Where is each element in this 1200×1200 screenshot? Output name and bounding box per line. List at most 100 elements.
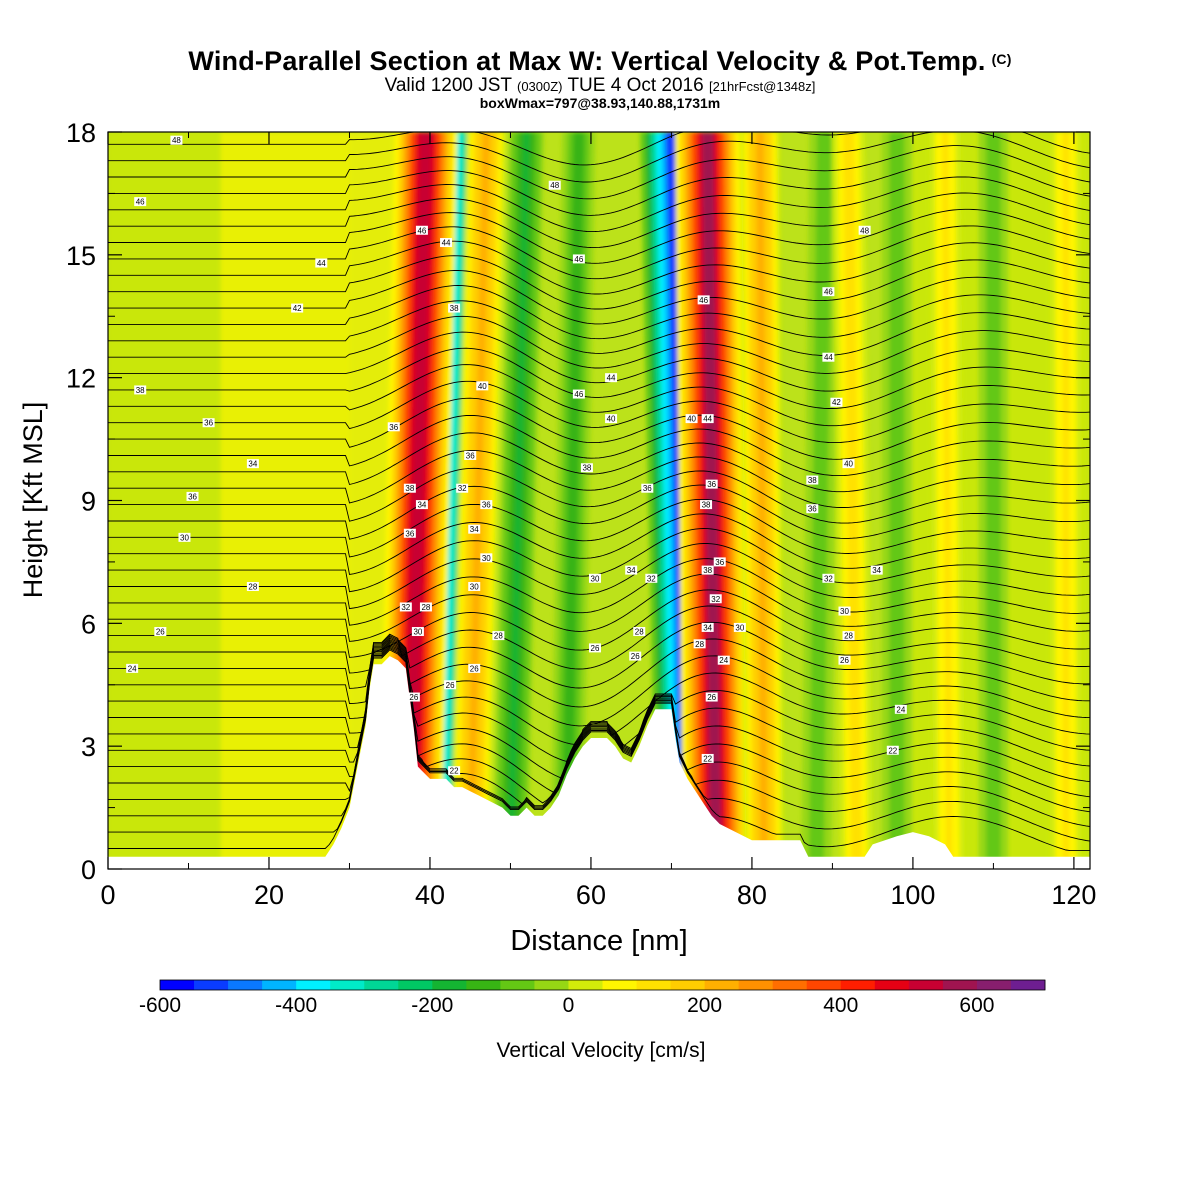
- colorbar: [159, 979, 1046, 991]
- colorbar-tick-label: 0: [563, 994, 575, 1017]
- isentrope-label-bg: [476, 381, 489, 391]
- isentrope-label-bg: [411, 627, 424, 637]
- colorbar-swatch: [466, 980, 501, 990]
- colorbar-swatch: [432, 980, 467, 990]
- colorbar-swatch: [670, 980, 706, 990]
- isentrope-label-bg: [444, 680, 457, 690]
- isentrope-label-bg: [822, 573, 835, 583]
- isentrope-label-bg: [246, 581, 259, 591]
- isentrope-label-bg: [440, 238, 453, 248]
- y-tick-label: 15: [66, 241, 96, 271]
- x-tick-label: 120: [1051, 880, 1096, 910]
- isentrope-label-bg: [134, 197, 147, 207]
- isentrope-label: 28: [844, 632, 853, 641]
- colorbar-swatch: [364, 980, 399, 990]
- colorbar-tick-label: -200: [411, 994, 453, 1017]
- potential-temperature-isentropes: [108, 132, 1090, 852]
- isentrope-label-bg: [700, 500, 713, 510]
- isentrope-label: 36: [482, 501, 491, 510]
- isentrope-line: [108, 300, 1090, 356]
- colorbar-swatch: [228, 980, 263, 990]
- isentrope-line: [108, 132, 1090, 166]
- isentrope-label: 28: [421, 603, 430, 612]
- isentrope-label: 46: [574, 390, 583, 399]
- isentrope-label: 28: [635, 628, 644, 637]
- isentrope-label: 34: [872, 566, 881, 575]
- isentrope-label: 22: [888, 746, 897, 755]
- downdraft-band: [563, 132, 582, 869]
- colorbar-swatch: [500, 980, 535, 990]
- isentrope-label: 36: [643, 484, 652, 493]
- isentrope-label: 28: [494, 632, 503, 641]
- y-axis-label: Height [Kft MSL]: [18, 402, 48, 599]
- isentrope-label-bg: [693, 639, 706, 649]
- isentrope-line: [108, 636, 1090, 708]
- terrain-mask: [108, 656, 1090, 869]
- isentrope-label: 30: [735, 623, 744, 632]
- colorbar-swatch: [330, 980, 365, 990]
- isentrope-label: 32: [401, 603, 410, 612]
- isentrope-line: [108, 380, 1090, 444]
- isentrope-label: 48: [172, 136, 181, 145]
- isentrope-line: [108, 637, 1090, 727]
- isentrope-label: 34: [417, 501, 426, 510]
- isentrope-line: [108, 364, 1090, 427]
- isentrope-label-bg: [733, 622, 746, 632]
- isentrope-labels: 4846444238363436302826244644384036383436…: [126, 135, 907, 776]
- isentrope-label-bg: [894, 704, 907, 714]
- isentrope-line: [108, 432, 1090, 493]
- colorbar-tick-label: 400: [823, 994, 858, 1017]
- isentrope-label: 32: [458, 484, 467, 493]
- updraft-band: [756, 132, 768, 869]
- isentrope-label: 24: [719, 656, 728, 665]
- isentrope-label-bg: [246, 459, 259, 469]
- x-axis-label: Distance [nm]: [510, 925, 687, 957]
- colorbar-swatch: [976, 980, 1012, 990]
- isentrope-line: [108, 331, 1090, 392]
- title-suffix: (C): [991, 51, 1012, 67]
- isentrope-line: [108, 605, 1090, 674]
- isentrope-label-bg: [701, 414, 714, 424]
- isentrope-label: 38: [702, 501, 711, 510]
- downdraft-band: [990, 132, 997, 869]
- y-tick-label: 0: [81, 855, 96, 885]
- isentrope-label: 34: [248, 460, 257, 469]
- isentrope-label: 28: [248, 582, 257, 591]
- colorbar-swatch: [194, 980, 229, 990]
- isentrope-label-bg: [717, 655, 730, 665]
- isentrope-label: 34: [703, 623, 712, 632]
- isentrope-label: 22: [450, 767, 459, 776]
- isentrope-line: [108, 573, 1090, 642]
- isentrope-label: 38: [450, 304, 459, 313]
- isentrope-label-bg: [548, 180, 561, 190]
- colorbar-swatch: [738, 980, 774, 990]
- isentrope-label-bg: [588, 573, 601, 583]
- isentrope-label: 46: [824, 288, 833, 297]
- isentrope-line: [108, 132, 1090, 183]
- isentrope-line: [108, 484, 1090, 540]
- isentrope-label-bg: [387, 422, 400, 432]
- isentrope-line: [108, 649, 1090, 852]
- isentrope-line: [108, 646, 1090, 827]
- colorbar-tick-label: 200: [687, 994, 722, 1017]
- colorbar-swatch: [534, 980, 569, 990]
- isentrope-label-bg: [580, 463, 593, 473]
- isentrope-label-bg: [830, 397, 843, 407]
- isentrope-label: 30: [591, 574, 600, 583]
- colorbar-swatch: [398, 980, 433, 990]
- isentrope-label-bg: [605, 373, 618, 383]
- isentrope-label-bg: [625, 565, 638, 575]
- isentrope-label-bg: [588, 643, 601, 653]
- isentrope-label-bg: [641, 483, 654, 493]
- isentrope-label-bg: [838, 655, 851, 665]
- colorbar-tick-label: 600: [959, 994, 994, 1017]
- y-tick-label: 18: [66, 118, 96, 148]
- isentrope-label-bg: [403, 528, 416, 538]
- isentrope-line: [108, 467, 1090, 524]
- isentrope-line: [108, 642, 1090, 794]
- isentrope-label: 46: [699, 296, 708, 305]
- isentrope-line: [108, 397, 1090, 460]
- isentrope-label: 28: [695, 640, 704, 649]
- isentrope-label: 42: [293, 304, 302, 313]
- isentrope-label: 44: [317, 259, 326, 268]
